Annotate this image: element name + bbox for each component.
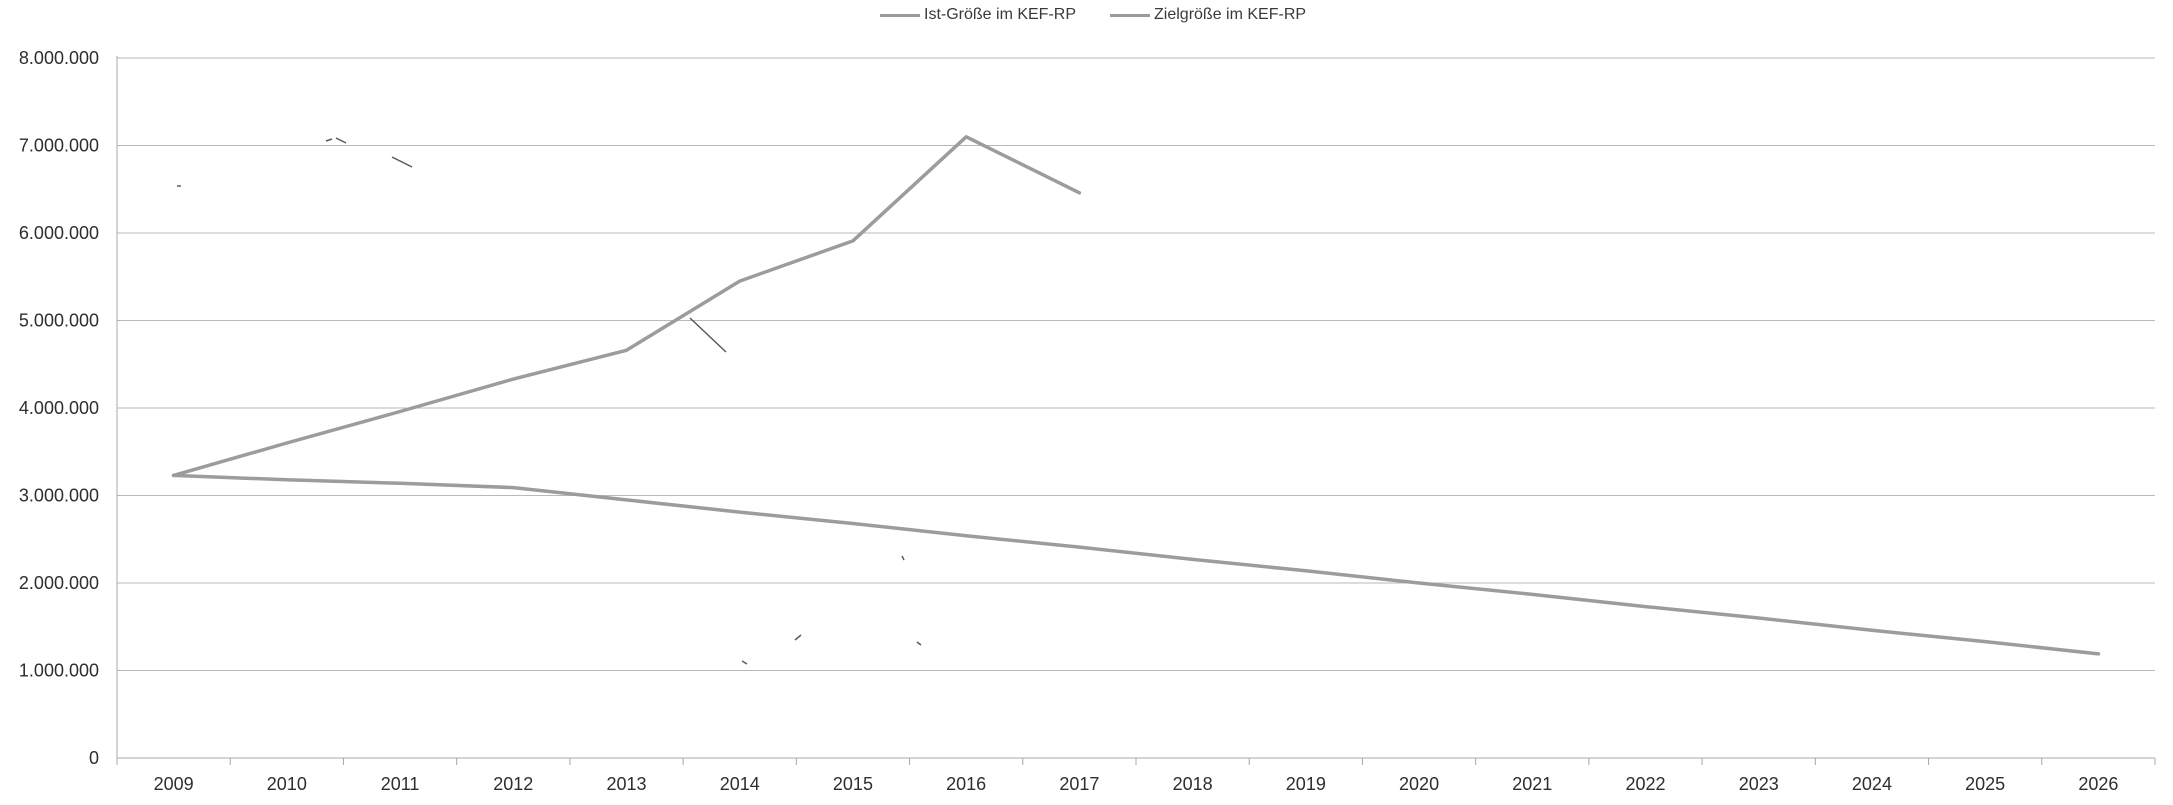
series-line-ziel [171,473,2101,656]
scan-speck [901,555,905,561]
y-tick-label: 4.000.000 [19,398,99,418]
x-tick-label: 2010 [267,774,307,794]
x-tick-label: 2009 [154,774,194,794]
y-tick-label: 2.000.000 [19,573,99,593]
y-tick-label: 7.000.000 [19,136,99,156]
x-tick-label: 2019 [1286,774,1326,794]
scan-speck [391,156,413,168]
x-tick-label: 2025 [1965,774,2005,794]
legend-item-ist: Ist-Größe im KEF-RP [880,6,1076,24]
y-tick-label: 6.000.000 [19,223,99,243]
chart-legend: Ist-Größe im KEF-RP Zielgröße im KEF-RP [880,6,1306,24]
x-tick-label: 2012 [493,774,533,794]
x-tick-label: 2011 [381,774,420,794]
scan-speck [335,137,347,144]
scan-speck [689,317,727,353]
x-tick-label: 2018 [1173,774,1213,794]
y-tick-label: 5.000.000 [19,311,99,331]
x-tick-label: 2021 [1512,774,1552,794]
y-tick-label: 1.000.000 [19,661,99,681]
x-tick-label: 2026 [2078,774,2118,794]
x-tick-label: 2023 [1739,774,1779,794]
legend-swatch-ist [880,13,920,17]
scan-speck [794,634,802,641]
y-tick-label: 0 [89,748,99,768]
scan-speck [741,660,748,665]
series-line-ist [171,135,1082,478]
legend-item-ziel: Zielgröße im KEF-RP [1110,6,1306,24]
legend-label-ist: Ist-Größe im KEF-RP [924,6,1077,23]
x-tick-label: 2022 [1625,774,1665,794]
x-tick-label: 2020 [1399,774,1439,794]
x-tick-label: 2015 [833,774,873,794]
x-tick-label: 2017 [1059,774,1099,794]
x-tick-label: 2016 [946,774,986,794]
legend-label-ziel: Zielgröße im KEF-RP [1154,6,1307,23]
x-tick-label: 2014 [720,774,760,794]
x-tick-label: 2013 [606,774,646,794]
x-tick-label: 2024 [1852,774,1892,794]
y-tick-label: 8.000.000 [19,48,99,68]
y-tick-label: 3.000.000 [19,486,99,506]
legend-swatch-ziel [1110,13,1151,17]
scan-speck [325,138,333,142]
scan-speck [916,641,922,646]
